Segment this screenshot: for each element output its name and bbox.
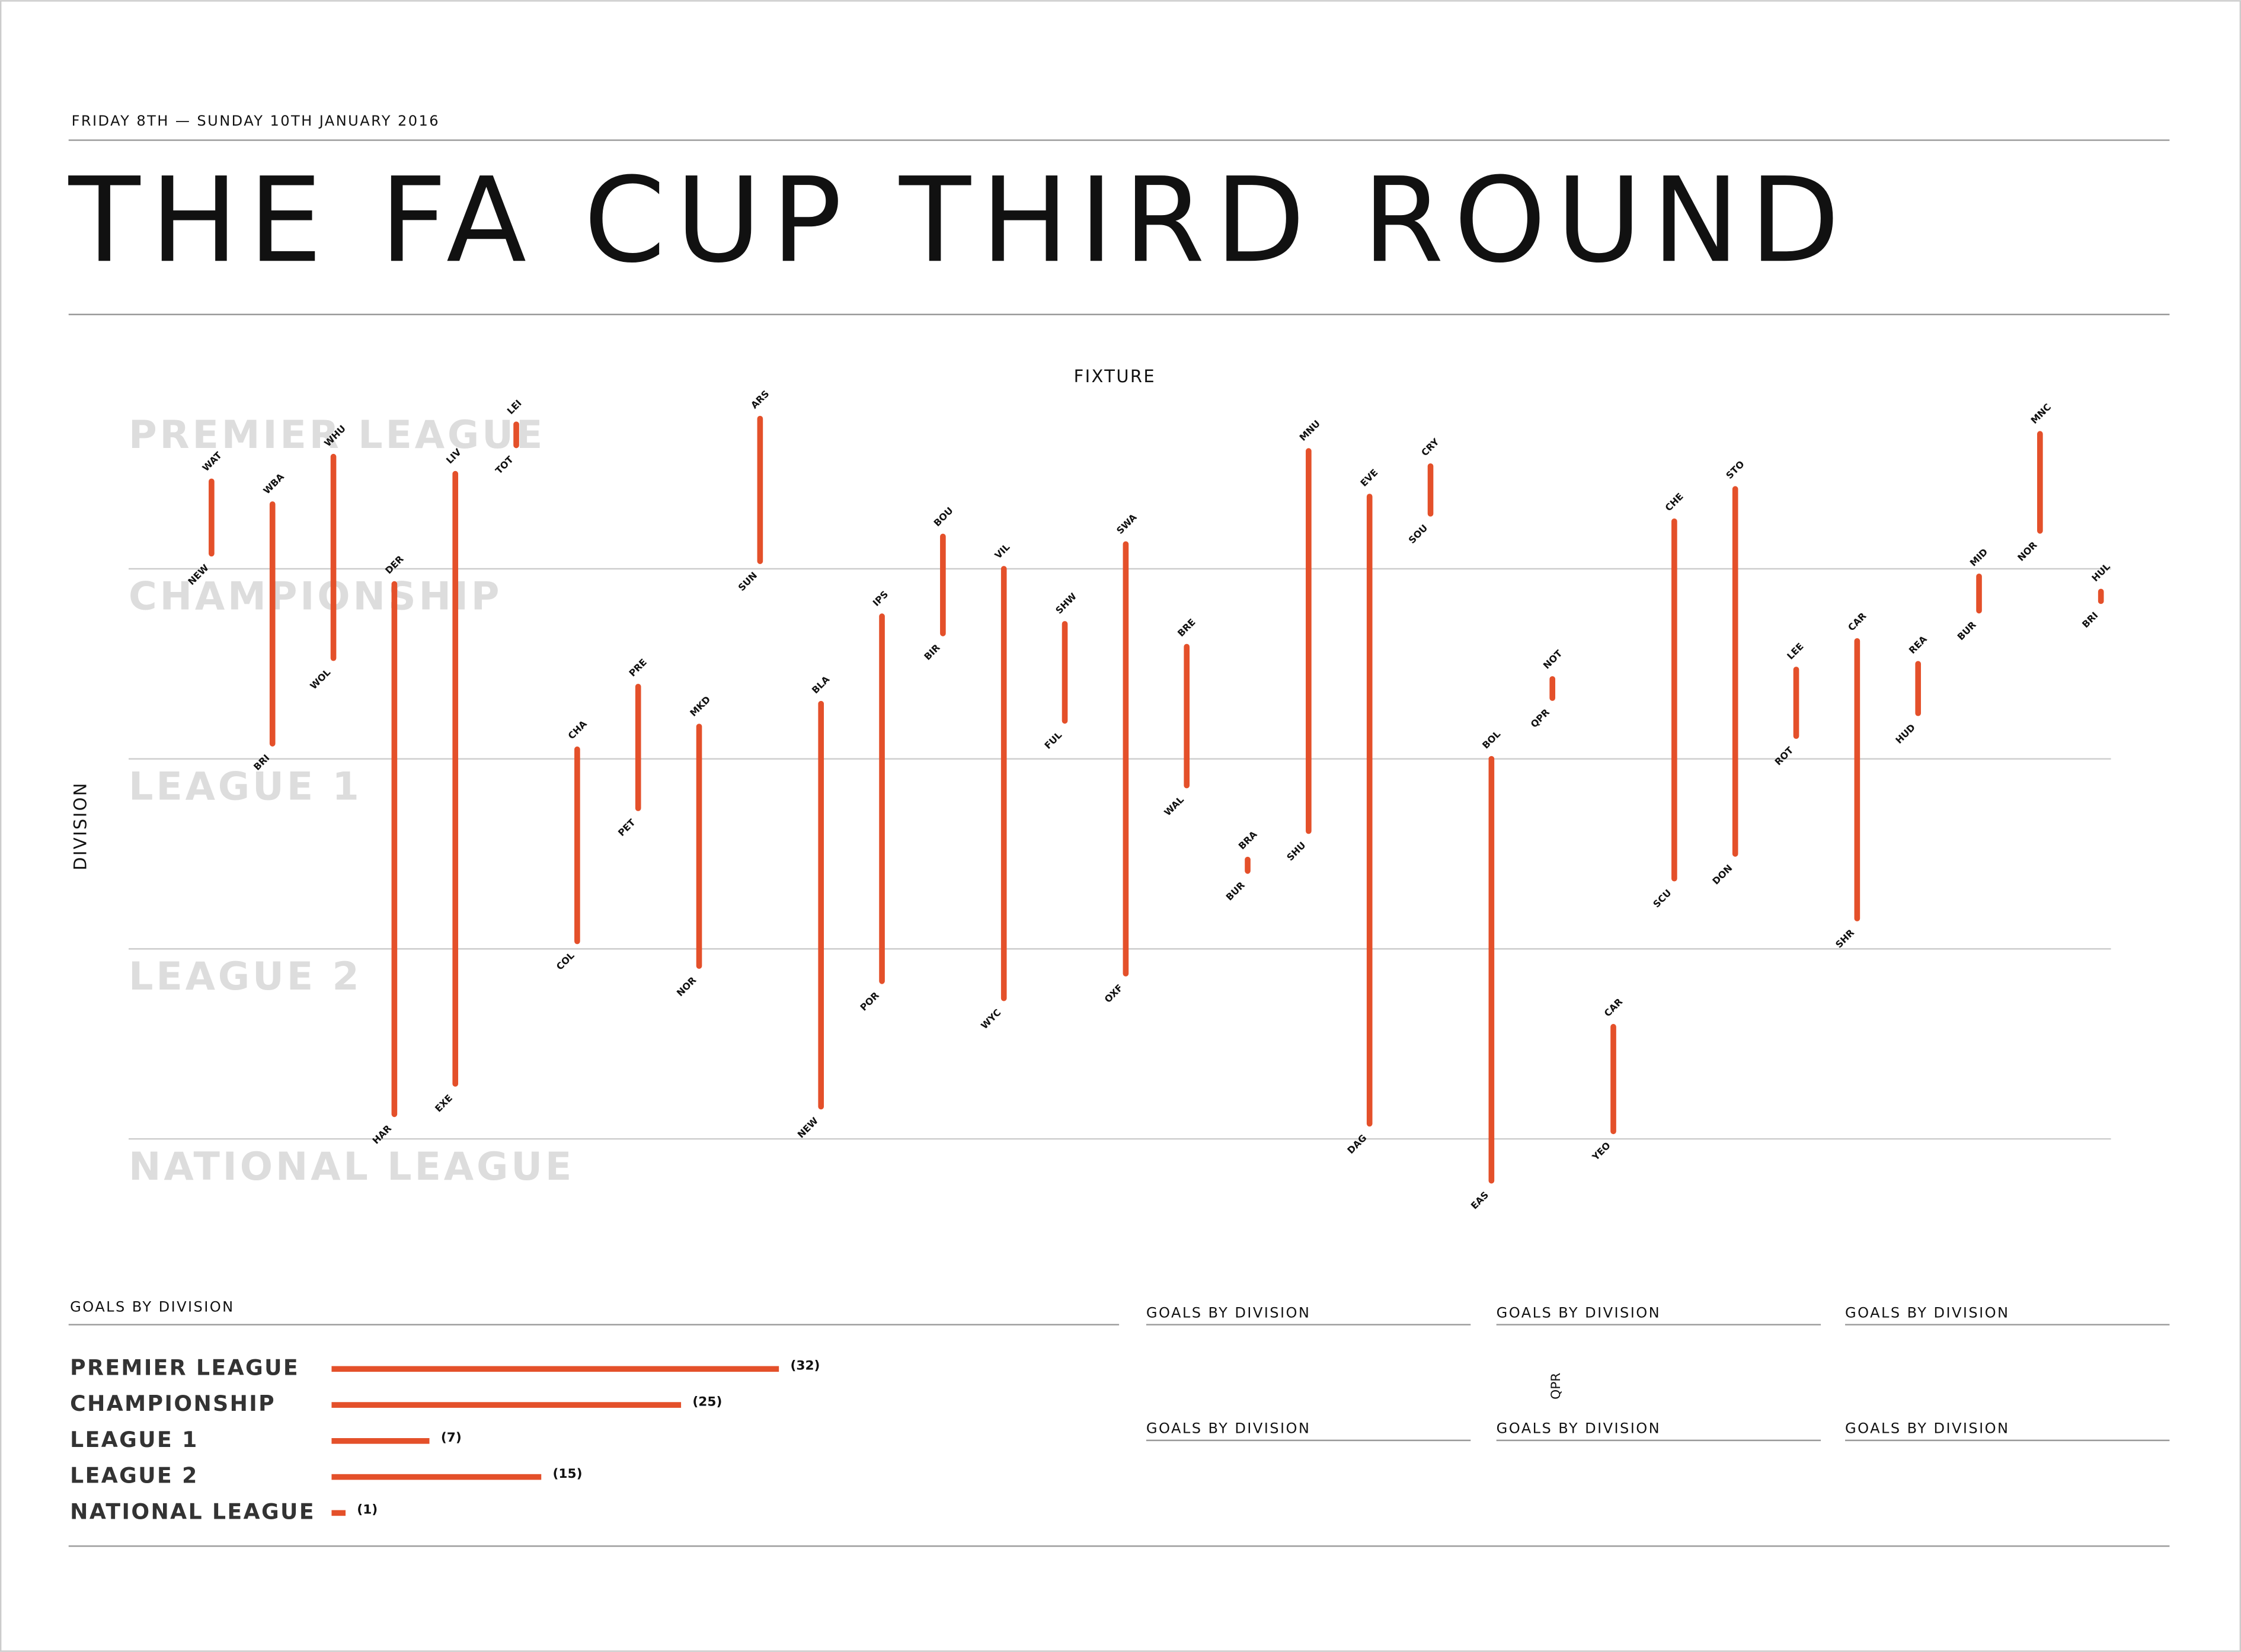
value-label: (15) — [553, 1467, 583, 1481]
division-label: LEAGUE 2 — [129, 955, 362, 999]
bar — [331, 1402, 682, 1408]
date: FRIDAY 8TH — SUNDAY 10TH JANUARY 2016 — [72, 113, 440, 129]
division-label: NATIONAL LEAGUE — [129, 1145, 574, 1189]
value-label: (25) — [692, 1394, 722, 1409]
value-label: (1) — [357, 1503, 378, 1517]
bar — [331, 1366, 779, 1372]
title: THE FA CUP THIRD ROUND — [68, 152, 1850, 289]
y-axis-label: DIVISION — [70, 782, 90, 870]
category-label: NATIONAL LEAGUE — [70, 1499, 315, 1524]
panel-title: GOALS BY DIVISION — [1146, 1420, 1310, 1437]
panel-title: GOALS BY DIVISION — [1497, 1420, 1661, 1437]
panel-title: GOALS BY DIVISION — [1497, 1304, 1661, 1321]
bar — [331, 1438, 430, 1444]
division-label: LEAGUE 1 — [129, 764, 362, 809]
bar — [331, 1474, 542, 1480]
division-label: CHAMPIONSHIP — [129, 575, 502, 619]
value-label: (32) — [790, 1358, 820, 1373]
division-label: PREMIER LEAGUE — [129, 413, 545, 457]
chart-title: GOALS BY DIVISION — [70, 1299, 234, 1315]
category-label: CHAMPIONSHIP — [70, 1391, 276, 1416]
category-label: LEAGUE 2 — [70, 1463, 199, 1488]
stray-label: QPR — [1549, 1373, 1564, 1400]
panel-title: GOALS BY DIVISION — [1146, 1304, 1310, 1321]
x-axis-label: FIXTURE — [1074, 366, 1156, 386]
panel-title: GOALS BY DIVISION — [1845, 1304, 2009, 1321]
panel-title: GOALS BY DIVISION — [1845, 1420, 2009, 1437]
bar — [331, 1510, 346, 1516]
value-label: (7) — [441, 1430, 462, 1445]
category-label: PREMIER LEAGUE — [70, 1355, 299, 1380]
category-label: LEAGUE 1 — [70, 1427, 199, 1452]
